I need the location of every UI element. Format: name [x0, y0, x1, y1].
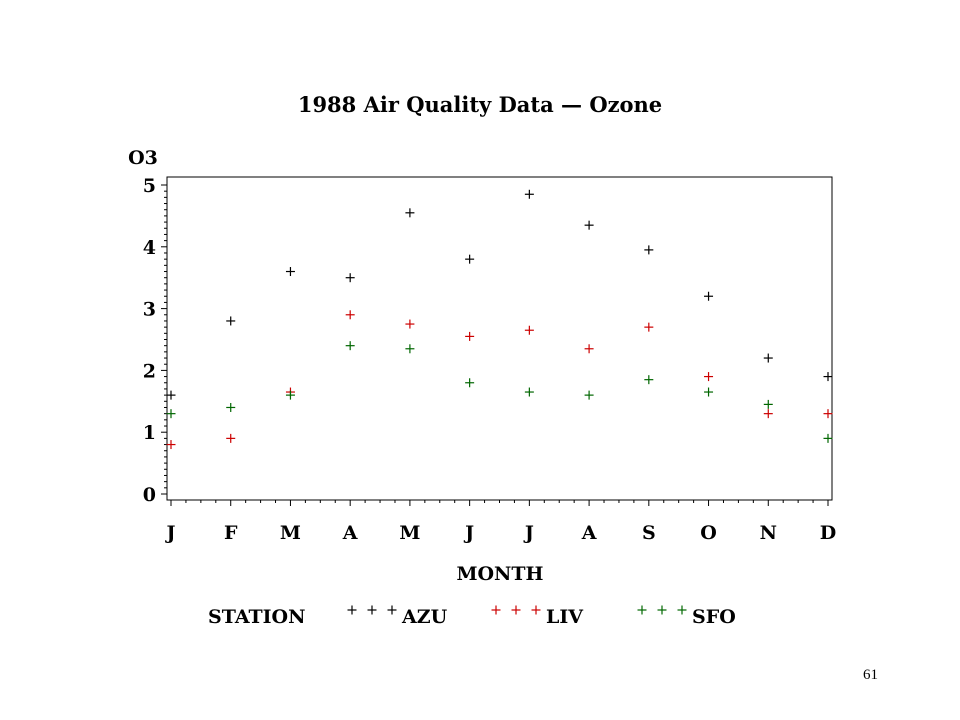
series-liv	[166, 310, 833, 450]
data-point-liv	[763, 409, 773, 419]
x-tick-label: M	[399, 522, 420, 544]
data-point-sfo	[704, 387, 714, 397]
x-tick-label: O	[700, 522, 717, 544]
data-point-azu	[166, 390, 176, 400]
data-point-liv	[345, 310, 355, 320]
x-tick-label: A	[342, 522, 358, 544]
data-point-sfo	[524, 387, 534, 397]
data-point-azu	[823, 372, 833, 382]
y-tick-label: 1	[143, 422, 156, 444]
x-tick-label: N	[760, 522, 777, 544]
legend-item-sfo: SFO	[637, 605, 736, 628]
data-point-sfo	[584, 390, 594, 400]
data-point-liv	[465, 331, 475, 341]
data-point-azu	[584, 220, 594, 230]
legend-item-azu: AZU	[347, 605, 448, 628]
y-tick-label: 2	[143, 360, 156, 382]
data-point-sfo	[763, 399, 773, 409]
legend: STATION AZU LIV SFO	[208, 605, 736, 628]
x-tick-label: J	[463, 522, 474, 544]
legend-marker	[387, 605, 397, 615]
data-point-azu	[704, 291, 714, 301]
legend-item-liv: LIV	[491, 605, 584, 628]
legend-marker	[637, 605, 647, 615]
data-point-azu	[524, 189, 534, 199]
data-point-liv	[524, 325, 534, 335]
data-points	[166, 189, 833, 450]
data-point-azu	[226, 316, 236, 326]
legend-title: STATION	[208, 606, 305, 628]
data-point-sfo	[166, 409, 176, 419]
data-point-liv	[704, 372, 714, 382]
data-point-sfo	[644, 375, 654, 385]
legend-label: SFO	[692, 606, 736, 628]
x-tick-label: J	[523, 522, 534, 544]
data-point-azu	[345, 273, 355, 283]
x-tick-label: F	[224, 522, 238, 544]
data-point-sfo	[345, 341, 355, 351]
plot-area	[166, 176, 833, 501]
x-tick-label: A	[581, 522, 597, 544]
x-tick-label: J	[165, 522, 176, 544]
data-point-sfo	[465, 378, 475, 388]
series-azu	[166, 189, 833, 400]
data-point-azu	[405, 208, 415, 218]
data-point-liv	[584, 344, 594, 354]
legend-label: LIV	[546, 606, 584, 628]
legend-marker	[677, 605, 687, 615]
legend-marker	[657, 605, 667, 615]
legend-marker	[491, 605, 501, 615]
data-point-sfo	[285, 390, 295, 400]
x-tick-label: S	[642, 522, 656, 544]
legend-marker	[511, 605, 521, 615]
data-point-azu	[763, 353, 773, 363]
y-axis-label: O3	[128, 147, 158, 169]
page-number: 61	[863, 667, 878, 683]
data-point-azu	[285, 267, 295, 277]
data-point-liv	[226, 433, 236, 443]
y-tick-label: 3	[143, 299, 156, 321]
legend-marker	[531, 605, 541, 615]
x-tick-label: D	[820, 522, 836, 544]
y-tick-label: 5	[143, 175, 156, 197]
data-point-sfo	[405, 344, 415, 354]
data-point-liv	[644, 322, 654, 332]
data-point-liv	[405, 319, 415, 329]
data-point-sfo	[823, 433, 833, 443]
data-point-sfo	[226, 402, 236, 412]
y-tick-label: 0	[143, 484, 156, 506]
x-axis-label: MONTH	[456, 563, 543, 585]
data-point-azu	[644, 245, 654, 255]
legend-marker	[367, 605, 377, 615]
chart-title: 1988 Air Quality Data — Ozone	[298, 92, 662, 117]
x-tick-label: M	[280, 522, 301, 544]
legend-label: AZU	[401, 606, 448, 628]
data-point-liv	[823, 409, 833, 419]
data-point-azu	[465, 254, 475, 264]
y-axis: 0 1 2 3 4 5	[143, 175, 167, 506]
y-tick-label: 4	[143, 237, 156, 259]
data-point-liv	[166, 440, 176, 450]
legend-marker	[347, 605, 357, 615]
series-sfo	[166, 341, 833, 443]
